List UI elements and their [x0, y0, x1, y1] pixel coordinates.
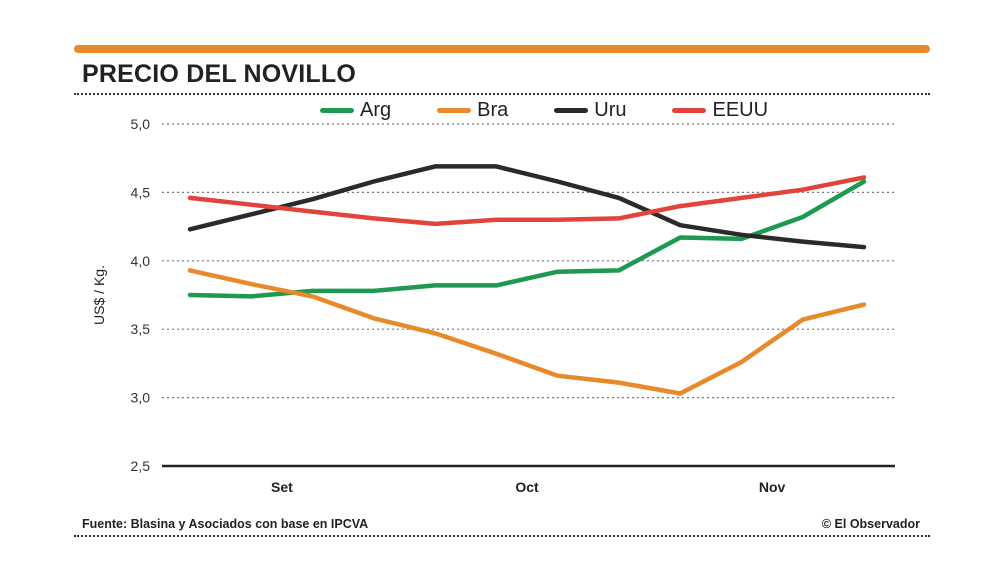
legend-item-arg: Arg: [320, 99, 391, 122]
legend-label-bra: Bra: [477, 98, 509, 121]
title-divider: [74, 93, 930, 95]
y-tick-label-1: 3,0: [131, 390, 151, 406]
series-line-eeuu: [187, 175, 867, 227]
accent-bar: [74, 45, 930, 53]
series-line-bra: [187, 268, 867, 396]
legend-item-eeuu: EEUU: [672, 99, 768, 122]
x-tick-label-set: Set: [271, 479, 293, 495]
x-tick-label-nov: Nov: [759, 479, 786, 495]
chart-title: PRECIO DEL NOVILLO: [82, 60, 356, 88]
footer-divider: [74, 535, 930, 537]
legend: Arg Bra Uru EEUU: [320, 98, 814, 122]
x-tick-label-oct: Oct: [515, 479, 539, 495]
legend-item-bra: Bra: [437, 99, 508, 122]
legend-item-uru: Uru: [554, 99, 626, 122]
credit-note: © El Observador: [821, 517, 920, 531]
legend-swatch-uru: [554, 107, 589, 113]
legend-label-uru: Uru: [594, 98, 627, 121]
legend-swatch-bra: [437, 107, 472, 113]
legend-swatch-eeuu: [672, 107, 707, 113]
y-tick-label-3: 4,0: [131, 253, 151, 269]
legend-label-arg: Arg: [360, 98, 392, 121]
series-line-uru: [187, 164, 867, 250]
y-tick-label-2: 3,5: [131, 321, 151, 337]
legend-swatch-arg: [320, 107, 354, 113]
legend-label-eeuu: EEUU: [712, 98, 769, 121]
y-tick-label-5: 5,0: [131, 116, 151, 132]
source-note: Fuente: Blasina y Asociados con base en …: [82, 517, 369, 531]
y-axis-label: US$ / Kg.: [91, 265, 107, 325]
y-tick-label-0: 2,5: [131, 458, 151, 474]
y-tick-label-4: 4,5: [131, 184, 151, 200]
